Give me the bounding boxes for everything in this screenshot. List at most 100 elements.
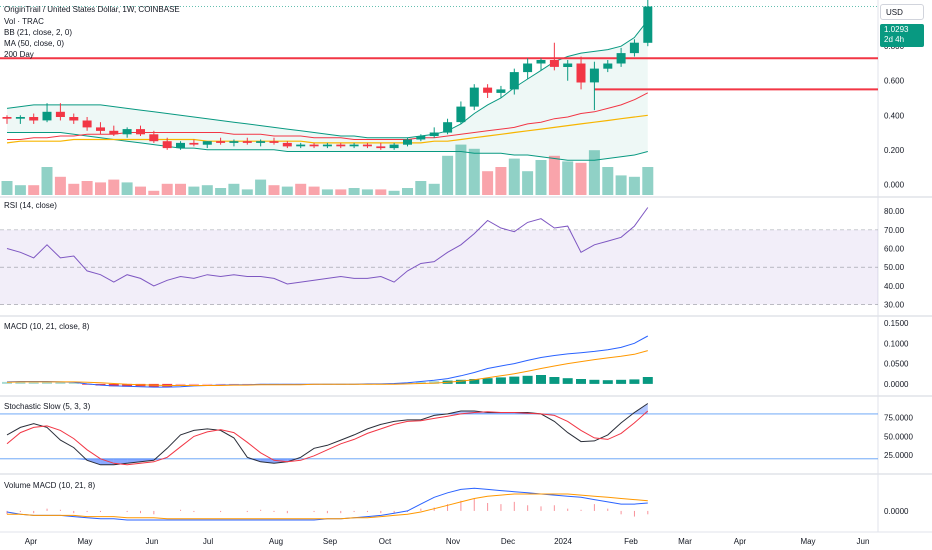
y-tick-label: 50.00 (884, 263, 905, 272)
volume-bar (14, 185, 26, 195)
candle-body (563, 63, 573, 67)
macd-histogram-bar (415, 381, 426, 384)
candle-body (469, 87, 479, 107)
volume-bar (54, 176, 66, 195)
y-tick-label: 0.1000 (884, 339, 909, 348)
currency-button[interactable]: USD (880, 4, 924, 20)
x-axis-label: Sep (323, 537, 338, 546)
candle-body (96, 127, 105, 131)
volume-bar (615, 175, 627, 195)
x-axis-label: Apr (25, 537, 38, 546)
macd-histogram-bar (629, 379, 640, 384)
candle-body (29, 117, 39, 121)
candle-body (229, 141, 239, 143)
last-price-value: 1.0293 (884, 25, 909, 34)
volume-bar (361, 189, 373, 195)
candle-body (136, 129, 145, 135)
x-axis-label: Nov (446, 537, 460, 546)
volume-bar (495, 167, 507, 195)
macd-histogram-bar (562, 378, 573, 384)
volume-bar (535, 160, 547, 195)
volume-bar (375, 189, 387, 195)
volume-bar (108, 179, 120, 195)
candle-body (643, 6, 653, 43)
y-tick-label: 70.00 (884, 226, 905, 235)
candle-body (256, 141, 266, 143)
candle-body (429, 132, 439, 136)
x-axis-label: Jul (203, 537, 213, 546)
volume-bar (28, 185, 40, 195)
stochastic-oversold-fill (73, 458, 88, 461)
volume-bar (255, 179, 267, 195)
y-tick-label: 60.00 (884, 245, 905, 254)
volume-bar (121, 182, 133, 195)
volume-bar (175, 183, 186, 195)
rsi-line (6, 207, 649, 287)
candle-body (202, 141, 212, 145)
volume-bar (442, 155, 454, 195)
volume-macd-title: Volume MACD (10, 21, 8) (4, 481, 95, 490)
macd-histogram-bar (55, 382, 66, 384)
volume-bar (95, 182, 106, 195)
volume-macd-signal-line (7, 493, 648, 520)
volume-bar (188, 186, 200, 195)
macd-histogram-bar (522, 375, 533, 384)
x-axis-label: Jun (146, 537, 159, 546)
macd-histogram-bar (509, 376, 520, 384)
indicator-label: Vol · TRAC (4, 17, 44, 26)
y-tick-label: 40.00 (884, 282, 905, 291)
stochastic-title: Stochastic Slow (5, 3, 3) (4, 402, 91, 411)
candle-body (509, 72, 519, 90)
day200-line (6, 114, 648, 144)
macd-histogram-bar (122, 383, 133, 387)
macd-histogram-bar (175, 383, 186, 386)
volume-bar (522, 171, 534, 195)
macd-histogram-bar (589, 379, 600, 384)
candle-body (162, 141, 172, 149)
volume-bar (201, 185, 213, 195)
macd-histogram-bar (536, 375, 546, 384)
candle-body (496, 89, 506, 93)
candle-body (349, 144, 359, 147)
volume-bar (295, 183, 307, 195)
macd-histogram-bar (202, 383, 213, 385)
y-tick-label: 80.00 (884, 207, 905, 216)
y-tick-label: 50.0000 (884, 432, 913, 441)
stochastic-d-line (6, 410, 649, 466)
macd-histogram-bar (108, 383, 119, 387)
candle-body (2, 117, 12, 119)
candle-body (296, 144, 306, 147)
candle-body (362, 144, 372, 147)
x-axis-label: May (77, 537, 92, 546)
volume-bar (281, 186, 293, 195)
candle-body (42, 111, 52, 121)
macd-histogram-bar (42, 381, 52, 384)
candle-body (309, 144, 319, 147)
candle-body (576, 63, 586, 83)
candle-body (282, 142, 292, 147)
macd-histogram-bar (455, 379, 466, 384)
candle-body (536, 60, 546, 64)
macd-histogram-bar (549, 377, 560, 384)
candle-body (523, 63, 533, 73)
x-axis-label: May (800, 537, 815, 546)
volume-bar (468, 148, 480, 195)
x-axis-label: Mar (678, 537, 692, 546)
volume-bar (402, 188, 413, 195)
candle-body (443, 122, 453, 133)
macd-histogram-bar (469, 379, 480, 384)
volume-bar (562, 161, 574, 195)
candle-body (149, 134, 159, 142)
volume-bar (1, 181, 13, 195)
x-axis-label: 2024 (554, 537, 572, 546)
volume-bar (602, 167, 614, 195)
volume-bar (268, 185, 280, 195)
x-axis-label: Oct (379, 537, 392, 546)
candle-body (616, 53, 626, 64)
y-tick-label: 0.1500 (884, 319, 909, 328)
volume-bar (508, 158, 520, 195)
macd-title: MACD (10, 21, close, 8) (4, 322, 90, 331)
volume-bar (415, 181, 427, 195)
volume-bar (388, 190, 400, 195)
